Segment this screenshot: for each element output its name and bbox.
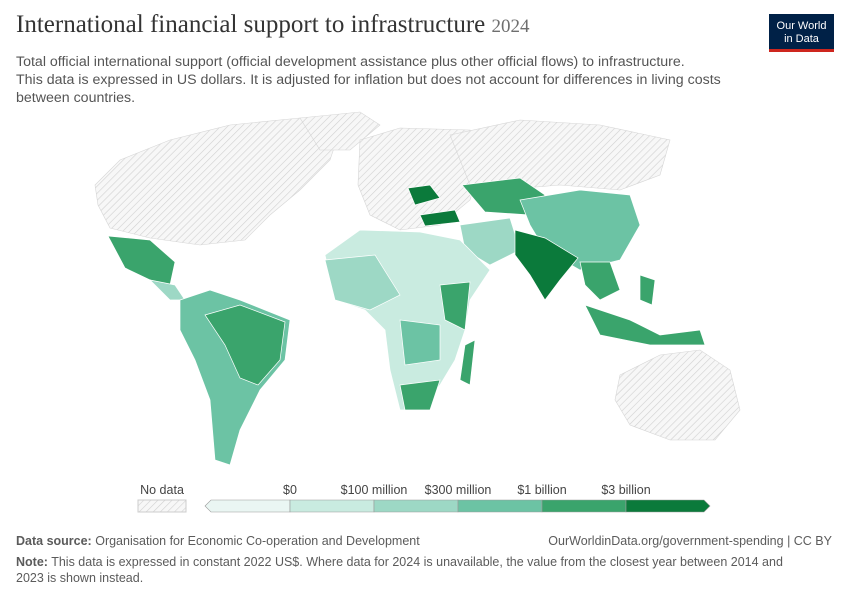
url[interactable]: OurWorldinData.org/government-spending |… xyxy=(548,534,832,548)
title: International financial support to infra… xyxy=(16,11,530,38)
logo-text: in Data xyxy=(784,33,820,45)
legend-label: $100 million xyxy=(341,483,408,497)
map xyxy=(94,111,741,466)
australia xyxy=(614,349,741,441)
legend-swatch xyxy=(373,499,459,513)
no-data-label: No data xyxy=(140,483,184,497)
philippines xyxy=(639,274,656,306)
india xyxy=(514,229,579,301)
ukraine xyxy=(407,184,441,206)
legend-swatch xyxy=(625,499,711,513)
logo-text: Our World xyxy=(777,20,827,32)
title-text: International financial support to infra… xyxy=(16,11,485,38)
logo[interactable]: Our World in Data xyxy=(769,14,834,52)
north-america xyxy=(94,117,341,246)
madagascar xyxy=(459,339,476,386)
note-text: This data is expressed in constant 2022 … xyxy=(51,555,783,569)
central-africa xyxy=(399,319,441,366)
source-label: Data source: xyxy=(16,534,92,548)
legend: No data $0 $100 million $300 million $1 bil… xyxy=(137,483,711,513)
subtitle: This data is expressed in US dollars. It… xyxy=(16,72,721,88)
no-data-swatch xyxy=(137,499,187,513)
subtitle: between countries. xyxy=(16,90,135,106)
east-africa xyxy=(439,281,471,331)
note-label: Note: xyxy=(16,555,48,569)
south-africa xyxy=(399,379,441,411)
legend-label: $0 xyxy=(283,483,297,497)
legend-label: $1 billion xyxy=(517,483,566,497)
brazil xyxy=(204,304,286,386)
russia xyxy=(449,119,671,191)
legend-swatch xyxy=(289,499,375,513)
southeast-asia xyxy=(579,261,621,301)
legend-label: $300 million xyxy=(425,483,492,497)
turkey xyxy=(419,209,461,227)
legend-swatch xyxy=(204,499,291,513)
west-africa xyxy=(324,254,401,311)
source-text: Organisation for Economic Co-operation a… xyxy=(95,534,420,548)
legend-swatch xyxy=(541,499,627,513)
mexico xyxy=(107,235,176,286)
note: Note: This data is expressed in constant… xyxy=(16,555,783,569)
subtitle: Total official international support (of… xyxy=(16,54,685,70)
note: 2023 is shown instead. xyxy=(16,571,143,585)
legend-swatch xyxy=(457,499,543,513)
source: Data source: Organisation for Economic C… xyxy=(16,534,420,548)
legend-label: $3 billion xyxy=(601,483,650,497)
year: 2024 xyxy=(492,16,531,37)
indonesia xyxy=(584,304,706,346)
